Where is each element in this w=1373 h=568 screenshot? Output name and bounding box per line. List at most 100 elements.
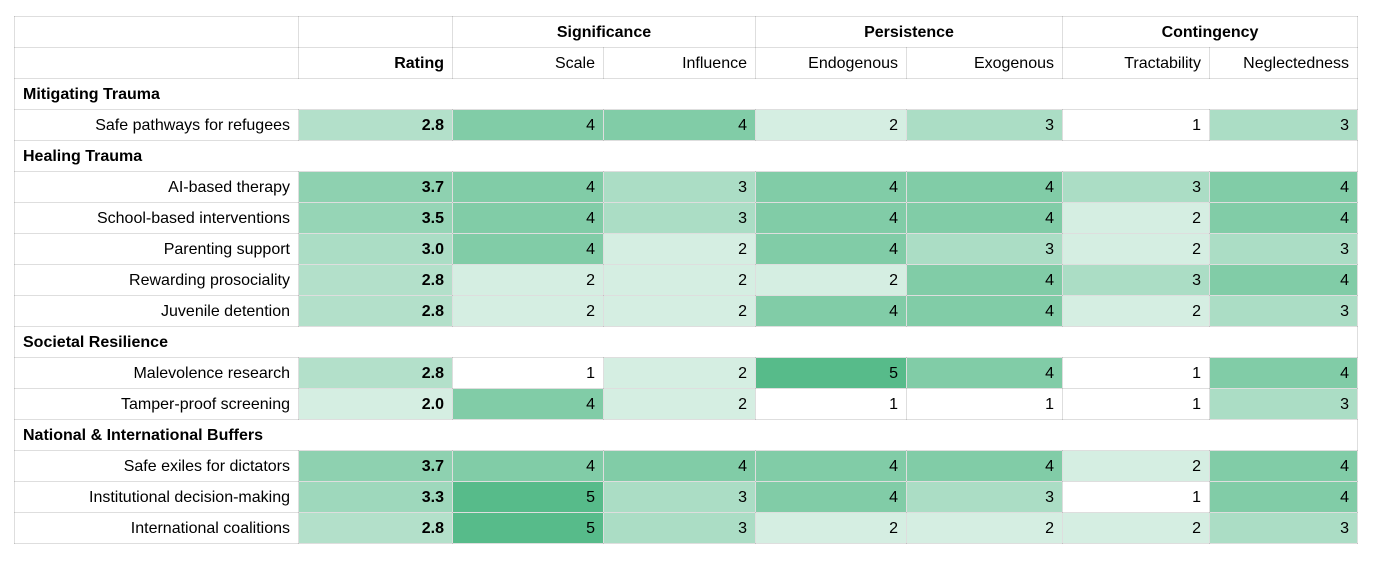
corner-blank-cell — [14, 16, 299, 48]
rating-cell: 2.8 — [298, 264, 453, 296]
data-row: Parenting support 3.0 4 2 4 3 2 3 — [14, 233, 1359, 265]
value-cell: 1 — [1062, 388, 1210, 420]
group-header-significance: Significance — [452, 16, 756, 48]
value-cell: 2 — [755, 512, 907, 544]
value-cell: 5 — [755, 357, 907, 389]
row-label: Safe exiles for dictators — [14, 450, 299, 482]
value-cell: 4 — [1208, 481, 1359, 513]
value-cell: 1 — [755, 388, 907, 420]
value-cell: 4 — [906, 357, 1063, 389]
column-header-neglectedness: Neglectedness — [1208, 47, 1359, 79]
value-cell: 4 — [755, 481, 907, 513]
row-label: AI-based therapy — [14, 171, 299, 203]
data-row: International coalitions 2.8 5 3 2 2 2 3 — [14, 512, 1359, 544]
value-cell: 4 — [755, 295, 907, 327]
value-cell: 3 — [1208, 512, 1359, 544]
section-header-row: Societal Resilience — [13, 326, 1359, 358]
value-cell: 4 — [452, 109, 604, 141]
value-cell: 1 — [906, 388, 1063, 420]
rating-cell: 2.8 — [298, 295, 453, 327]
rating-cell: 2.8 — [298, 109, 453, 141]
section-header-row: Mitigating Trauma — [13, 78, 1359, 110]
section-title: Mitigating Trauma — [13, 78, 1359, 110]
value-cell: 3 — [603, 512, 756, 544]
value-cell: 3 — [1062, 171, 1210, 203]
row-label: Safe pathways for refugees — [14, 109, 299, 141]
value-cell: 4 — [1208, 357, 1359, 389]
value-cell: 2 — [603, 357, 756, 389]
value-cell: 2 — [755, 264, 907, 296]
value-cell: 2 — [755, 109, 907, 141]
row-label: International coalitions — [14, 512, 299, 544]
section-title: Societal Resilience — [13, 326, 1359, 358]
value-cell: 4 — [755, 233, 907, 265]
value-cell: 4 — [755, 202, 907, 234]
column-header-rating: Rating — [298, 47, 453, 79]
value-cell: 3 — [906, 109, 1063, 141]
group-header-row: Significance Persistence Contingency — [14, 16, 1359, 48]
value-cell: 4 — [755, 171, 907, 203]
priority-matrix-table: Significance Persistence Contingency Rat… — [13, 16, 1359, 544]
value-cell: 1 — [1062, 357, 1210, 389]
value-cell: 4 — [452, 388, 604, 420]
rating-cell: 2.8 — [298, 512, 453, 544]
data-row: AI-based therapy 3.7 4 3 4 4 3 4 — [14, 171, 1359, 203]
data-row: Safe pathways for refugees 2.8 4 4 2 3 1 3 — [14, 109, 1359, 141]
value-cell: 1 — [1062, 109, 1210, 141]
value-cell: 3 — [1208, 388, 1359, 420]
data-row: Malevolence research 2.8 1 2 5 4 1 4 — [14, 357, 1359, 389]
row-label: Tamper-proof screening — [14, 388, 299, 420]
value-cell: 4 — [906, 202, 1063, 234]
value-cell: 5 — [452, 481, 604, 513]
value-cell: 4 — [452, 233, 604, 265]
column-header-endogenous: Endogenous — [755, 47, 907, 79]
row-label: Parenting support — [14, 233, 299, 265]
value-cell: 1 — [452, 357, 604, 389]
data-row: Rewarding prosociality 2.8 2 2 2 4 3 4 — [14, 264, 1359, 296]
row-label: Malevolence research — [14, 357, 299, 389]
value-cell: 4 — [1208, 264, 1359, 296]
group-header-contingency: Contingency — [1061, 16, 1359, 48]
value-cell: 4 — [906, 264, 1063, 296]
data-row: School-based interventions 3.5 4 3 4 4 2 4 — [14, 202, 1359, 234]
column-header-influence: Influence — [603, 47, 756, 79]
section-title: National & International Buffers — [13, 419, 1359, 451]
column-header-exogenous: Exogenous — [906, 47, 1063, 79]
rating-cell: 3.0 — [298, 233, 453, 265]
value-cell: 3 — [1208, 233, 1359, 265]
value-cell: 3 — [603, 202, 756, 234]
value-cell: 3 — [906, 481, 1063, 513]
value-cell: 3 — [1208, 109, 1359, 141]
value-cell: 4 — [755, 450, 907, 482]
value-cell: 4 — [603, 109, 756, 141]
value-cell: 5 — [452, 512, 604, 544]
row-label: Rewarding prosociality — [14, 264, 299, 296]
value-cell: 2 — [1062, 450, 1210, 482]
priority-matrix-canvas: Significance Persistence Contingency Rat… — [13, 16, 1359, 544]
value-cell: 1 — [1062, 481, 1210, 513]
value-cell: 4 — [452, 450, 604, 482]
value-cell: 3 — [906, 233, 1063, 265]
row-label: School-based interventions — [14, 202, 299, 234]
value-cell: 4 — [452, 202, 604, 234]
value-cell: 2 — [603, 388, 756, 420]
value-cell: 2 — [1062, 202, 1210, 234]
column-header-tractability: Tractability — [1062, 47, 1210, 79]
data-row: Juvenile detention 2.8 2 2 4 4 2 3 — [14, 295, 1359, 327]
value-cell: 2 — [603, 295, 756, 327]
value-cell: 2 — [603, 264, 756, 296]
group-header-persistence: Persistence — [755, 16, 1063, 48]
value-cell: 3 — [603, 171, 756, 203]
value-cell: 2 — [603, 233, 756, 265]
rating-cell: 2.8 — [298, 357, 453, 389]
rating-cell: 3.5 — [298, 202, 453, 234]
value-cell: 2 — [1062, 295, 1210, 327]
value-cell: 4 — [906, 295, 1063, 327]
rating-cell: 3.3 — [298, 481, 453, 513]
data-row: Tamper-proof screening 2.0 4 2 1 1 1 3 — [14, 388, 1359, 420]
matrix-body: Mitigating Trauma Safe pathways for refug… — [13, 78, 1359, 544]
data-row: Institutional decision-making 3.3 5 3 4 3 1 4 — [14, 481, 1359, 513]
column-header-row: Rating Scale Influence Endogenous Exogen… — [14, 47, 1359, 79]
section-header-row: Healing Trauma — [13, 140, 1359, 172]
value-cell: 2 — [452, 264, 604, 296]
